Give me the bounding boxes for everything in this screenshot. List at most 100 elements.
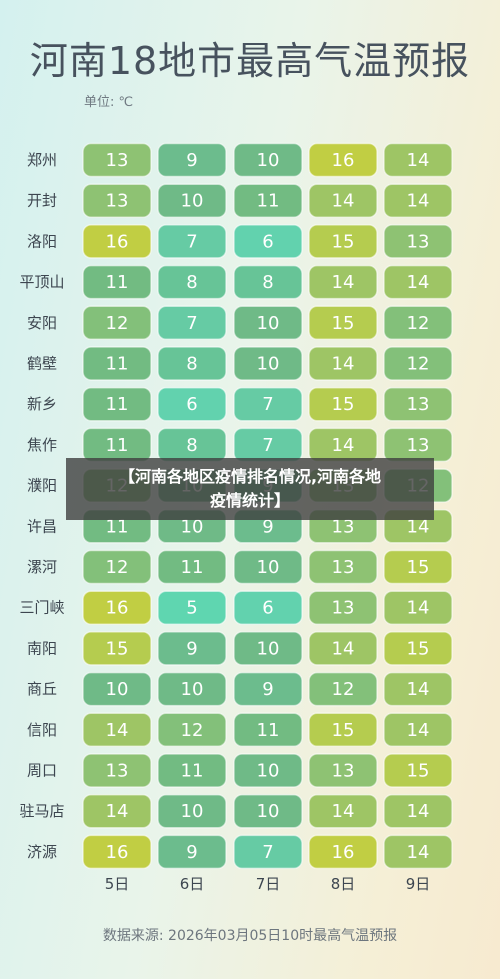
heatmap-cell [308, 590, 378, 625]
cell-value-label: 13 [106, 191, 129, 212]
heatmap-cell [308, 305, 378, 341]
cell-value-label: 16 [106, 598, 129, 619]
heatmap-cell [308, 183, 378, 218]
cell-value-label: 11 [106, 435, 129, 456]
cell-value-label: 14 [407, 842, 430, 863]
heatmap-cell [157, 631, 227, 666]
cell-value-label: 10 [257, 150, 280, 171]
cell-value-label: 10 [257, 313, 280, 334]
row-label: 驻马店 [19, 802, 64, 820]
overlay-banner-line1: 【河南各地区疫情排名情况,河南各地 [118, 467, 382, 486]
row-label: 郑州 [27, 151, 57, 169]
row-label: 三门峡 [19, 599, 64, 617]
cell-value-label: 10 [257, 638, 280, 659]
heatmap-cell [233, 305, 303, 341]
heatmap-cell [82, 183, 152, 218]
cell-value-label: 13 [106, 150, 129, 171]
row-label: 安阳 [27, 314, 57, 332]
row-label: 新乡 [27, 395, 57, 413]
cell-value-label: 15 [332, 720, 355, 741]
cell-value-label: 13 [332, 516, 355, 537]
heatmap-cell [383, 753, 453, 788]
cell-value-label: 13 [332, 598, 355, 619]
heatmap-cell [82, 753, 152, 788]
heatmap-cell [383, 590, 453, 625]
cell-value-label: 13 [106, 761, 129, 782]
heatmap-cell [82, 386, 152, 422]
heatmap-cell [82, 264, 152, 300]
cell-value-label: 11 [181, 557, 204, 578]
overlay-banner: 【河南各地区疫情排名情况,河南各地 疫情统计】 [66, 458, 434, 520]
cell-value-label: 8 [186, 272, 197, 293]
column-label: 6日 [180, 875, 205, 893]
cell-value-label: 15 [106, 638, 129, 659]
heatmap-cell [308, 671, 378, 707]
cell-value-label: 14 [332, 638, 355, 659]
heatmap-cell [157, 834, 227, 870]
cell-value-label: 7 [186, 231, 197, 252]
column-label: 7日 [256, 875, 281, 893]
cell-value-label: 14 [407, 679, 430, 700]
heatmap-cell [383, 834, 453, 870]
heatmap-cell [82, 712, 152, 748]
heatmap-cell [308, 549, 378, 585]
heatmap-cell [233, 590, 303, 625]
heatmap-cell [82, 671, 152, 707]
cell-value-label: 15 [407, 557, 430, 578]
cell-value-label: 12 [332, 679, 355, 700]
heatmap-cell [383, 305, 453, 341]
heatmap-cell [383, 224, 453, 259]
heatmap-cell [157, 753, 227, 788]
heatmap-cell [383, 264, 453, 300]
cell-value-label: 8 [186, 435, 197, 456]
heatmap-cell [383, 671, 453, 707]
heatmap-cell [308, 793, 378, 829]
cell-value-label: 6 [186, 394, 197, 415]
cell-value-label: 10 [181, 191, 204, 212]
heatmap-cell [82, 793, 152, 829]
heatmap-cell [157, 346, 227, 381]
cell-value-label: 16 [332, 842, 355, 863]
row-label: 焦作 [27, 436, 57, 454]
row-label: 开封 [27, 192, 57, 210]
heatmap-cell [157, 793, 227, 829]
cell-value-label: 14 [332, 435, 355, 456]
heatmap-cell [383, 793, 453, 829]
heatmap-cell [308, 386, 378, 422]
cell-value-label: 10 [257, 801, 280, 822]
heatmap-cell [82, 224, 152, 259]
cell-value-label: 11 [257, 191, 280, 212]
cell-value-label: 13 [332, 761, 355, 782]
heatmap-cell [383, 346, 453, 381]
column-label: 5日 [105, 875, 130, 893]
cell-value-label: 15 [332, 231, 355, 252]
heatmap-cell [383, 386, 453, 422]
cell-value-label: 15 [332, 394, 355, 415]
cell-value-label: 11 [106, 354, 129, 375]
cell-value-label: 10 [106, 679, 129, 700]
data-source-note: 数据来源: 2026年03月05日10时最高气温预报 [102, 928, 398, 944]
cell-value-label: 14 [407, 516, 430, 537]
heatmap-cell [157, 264, 227, 300]
heatmap-cell [233, 549, 303, 585]
cell-value-label: 12 [407, 313, 430, 334]
heatmap-cell [157, 712, 227, 748]
heatmap-cell [157, 183, 227, 218]
cell-value-label: 15 [332, 313, 355, 334]
heatmap-cell [308, 631, 378, 666]
heatmap-cell [308, 834, 378, 870]
heatmap-cell [233, 834, 303, 870]
heatmap-cell [82, 142, 152, 178]
heatmap-cell [233, 712, 303, 748]
cell-value-label: 10 [257, 557, 280, 578]
row-label: 洛阳 [27, 232, 57, 250]
cell-value-label: 10 [257, 761, 280, 782]
heatmap-cell [383, 712, 453, 748]
cell-value-label: 13 [407, 435, 430, 456]
cell-value-label: 9 [186, 150, 197, 171]
heatmap-cell [157, 305, 227, 341]
heatmap-cell [308, 142, 378, 178]
row-label: 平顶山 [19, 273, 64, 291]
cell-value-label: 5 [186, 598, 197, 619]
row-label: 许昌 [27, 517, 57, 535]
